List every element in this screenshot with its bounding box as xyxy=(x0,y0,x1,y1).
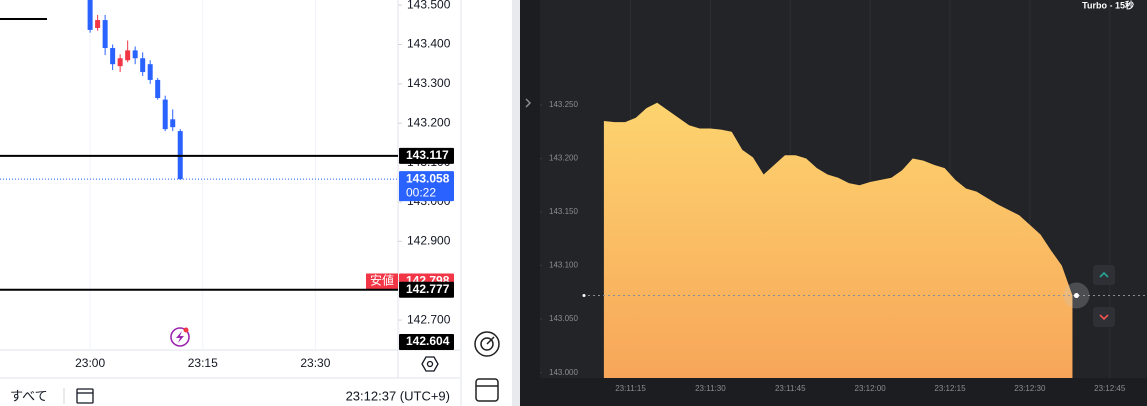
clock: 23:12:37 (UTC+9) xyxy=(346,388,450,403)
x-tick-label: 23:12:30 xyxy=(1014,384,1046,393)
target-button[interactable] xyxy=(474,331,500,357)
price-label-bg xyxy=(399,171,454,202)
x-tick-label: 23:12:00 xyxy=(855,384,887,393)
current-dot xyxy=(1073,293,1079,299)
x-tick-label: 23:11:30 xyxy=(695,384,726,393)
x-tick-label: 23:00 xyxy=(75,356,105,370)
cal-frame xyxy=(475,378,499,402)
price-label: 142.604 xyxy=(406,334,450,348)
y-tick-label: 142.700 xyxy=(407,312,451,326)
tag-bg xyxy=(366,273,398,290)
x-tick-label: 23:30 xyxy=(300,356,330,370)
candle-body xyxy=(110,48,116,65)
candle-body xyxy=(125,50,131,61)
y-tick-label: 143.100 xyxy=(549,261,578,270)
y-tick-label: 143.500 xyxy=(407,0,451,11)
expand-arrow[interactable] xyxy=(525,98,532,108)
y-tick-label: 143.150 xyxy=(549,207,578,216)
candle-body xyxy=(87,0,93,30)
x-tick-label: 23:15 xyxy=(188,356,218,370)
price-label-bg xyxy=(399,147,454,164)
candle-body xyxy=(95,20,101,28)
down-bg xyxy=(1093,307,1115,327)
x-tick-label: 23:12:45 xyxy=(1094,384,1126,393)
candle-body xyxy=(140,58,146,73)
countdown: 00:22 xyxy=(406,185,436,199)
candle-body xyxy=(132,50,138,59)
icon-bolt xyxy=(176,331,184,343)
down-button[interactable] xyxy=(1093,307,1115,327)
candle-body xyxy=(117,58,123,67)
calendar-button[interactable] xyxy=(475,378,499,402)
range-button[interactable]: すべて xyxy=(10,388,48,403)
left-chart: 23:00 23:15 23:30 143.500 143.400 143.300 143.… xyxy=(0,0,454,370)
up-button[interactable] xyxy=(1093,265,1115,285)
hex xyxy=(421,356,439,372)
candle-body xyxy=(102,20,108,49)
candle-body xyxy=(155,79,161,99)
up-arrow xyxy=(1099,271,1109,278)
target-outer xyxy=(474,331,500,357)
down-arrow xyxy=(1099,314,1109,321)
y-tick-label: 143.300 xyxy=(407,76,451,90)
y-tick-label: 142.900 xyxy=(407,234,451,248)
x-tick-label: 23:12:15 xyxy=(934,384,966,393)
y-tick-label: 143.200 xyxy=(549,154,578,163)
price-label: 142.777 xyxy=(406,282,450,296)
icon-ring xyxy=(170,327,190,347)
price-label-bg xyxy=(399,334,454,350)
price-label: 143.117 xyxy=(406,148,449,162)
x-tick-label: 23:11:45 xyxy=(775,384,806,393)
start-dot xyxy=(582,294,586,298)
settings-icon[interactable] xyxy=(421,356,439,372)
candle-body xyxy=(170,119,176,128)
y-tick-label: 143.000 xyxy=(549,368,578,377)
y-tick-label: 143.050 xyxy=(549,314,578,323)
price-tag: 安値 xyxy=(370,273,394,288)
calendar-icon xyxy=(76,388,94,404)
x-tick-label: 23:11:15 xyxy=(615,384,646,393)
hex-hole xyxy=(426,360,434,368)
lightning-icon[interactable] xyxy=(170,327,190,347)
candle-body xyxy=(162,99,168,130)
y-tick-label: 143.200 xyxy=(407,115,451,129)
candle-body xyxy=(147,64,153,80)
price-label-bg xyxy=(399,281,454,298)
gutter xyxy=(512,0,520,406)
y-tick-label: 143.250 xyxy=(549,100,578,109)
up-bg xyxy=(1093,265,1115,285)
target-needle xyxy=(486,336,495,345)
right-chart: 23:11:15 23:11:30 23:11:45 23:12:00 23:12:15… xyxy=(540,0,1147,393)
y-tick-label: 143.400 xyxy=(407,37,451,51)
price-label: 143.058 xyxy=(406,171,450,185)
price-area xyxy=(603,102,1073,379)
target-inner xyxy=(480,337,494,351)
icon-dot xyxy=(183,327,189,333)
goto-date[interactable] xyxy=(76,388,94,404)
duration-title: Turbo - 15秒 xyxy=(1082,0,1134,10)
